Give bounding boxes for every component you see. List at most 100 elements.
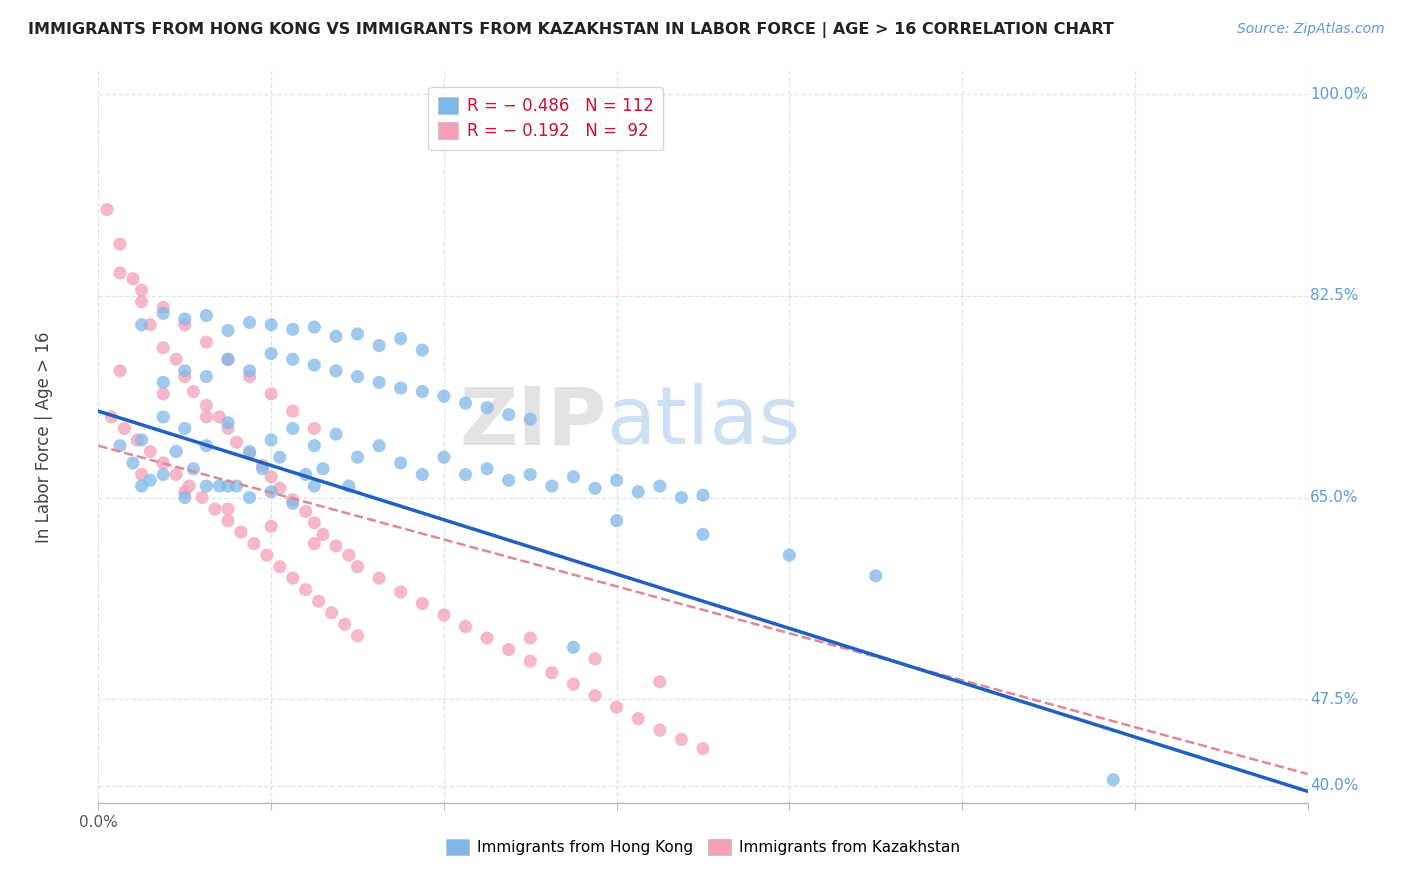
Point [627,712,650,726]
Point [260,387,283,401]
Point [606,700,628,714]
Point [475,401,498,415]
Point [217,514,239,528]
Text: 65.0%: 65.0% [1310,490,1358,505]
Point [152,467,174,482]
Point [346,559,368,574]
Point [475,462,498,476]
Point [195,398,218,412]
Point [281,496,304,510]
Point [454,467,477,482]
Point [519,412,541,426]
Point [217,352,239,367]
Point [108,266,131,280]
Point [217,479,239,493]
Point [281,492,304,507]
Point [519,631,541,645]
Point [411,597,433,611]
Point [671,732,693,747]
Text: In Labor Force | Age > 16: In Labor Force | Age > 16 [35,331,53,543]
Point [165,352,187,367]
Point [454,396,477,410]
Point [260,484,283,499]
Point [108,364,131,378]
Point [692,741,714,756]
Legend: Immigrants from Hong Kong, Immigrants from Kazakhstan: Immigrants from Hong Kong, Immigrants fr… [440,833,966,861]
Point [195,409,218,424]
Point [333,617,356,632]
Text: 47.5%: 47.5% [1310,691,1358,706]
Point [239,369,262,384]
Point [389,332,412,346]
Point [243,536,266,550]
Point [183,384,205,399]
Point [304,320,326,334]
Point [304,358,326,372]
Point [225,435,247,450]
Point [281,322,304,336]
Point [191,491,214,505]
Point [346,326,368,341]
Point [778,548,800,562]
Point [519,467,541,482]
Point [325,427,347,442]
Point [671,491,693,505]
Point [389,456,412,470]
Point [217,324,239,338]
Point [368,439,391,453]
Point [100,409,122,424]
Point [583,481,606,495]
Point [1102,772,1125,787]
Point [346,450,368,465]
Point [195,369,218,384]
Point [606,473,628,487]
Point [173,421,195,435]
Point [152,409,174,424]
Point [173,491,195,505]
Point [195,309,218,323]
Point [122,271,145,285]
Point [312,462,335,476]
Point [260,346,283,360]
Point [433,608,456,623]
Point [337,548,360,562]
Point [294,582,316,597]
Point [96,202,118,217]
Point [368,376,391,390]
Point [183,462,205,476]
Point [256,548,278,562]
Point [173,312,195,326]
Point [389,585,412,599]
Point [304,479,326,493]
Text: 100.0%: 100.0% [1310,87,1368,102]
Point [108,237,131,252]
Point [692,488,714,502]
Text: 40.0%: 40.0% [1310,778,1358,793]
Point [208,409,231,424]
Point [173,484,195,499]
Point [239,364,262,378]
Point [195,334,218,349]
Point [239,491,262,505]
Point [648,723,671,738]
Point [325,364,347,378]
Point [260,519,283,533]
Point [225,479,247,493]
Text: ZIP: ZIP [458,384,606,461]
Point [217,352,239,367]
Point [112,421,135,435]
Point [269,559,291,574]
Point [433,450,456,465]
Point [152,306,174,320]
Point [122,456,145,470]
Point [239,447,262,461]
Point [562,470,585,484]
Point [281,352,304,367]
Text: Source: ZipAtlas.com: Source: ZipAtlas.com [1237,22,1385,37]
Point [368,571,391,585]
Point [179,479,201,493]
Point [217,421,239,435]
Point [606,514,628,528]
Point [498,473,520,487]
Point [346,369,368,384]
